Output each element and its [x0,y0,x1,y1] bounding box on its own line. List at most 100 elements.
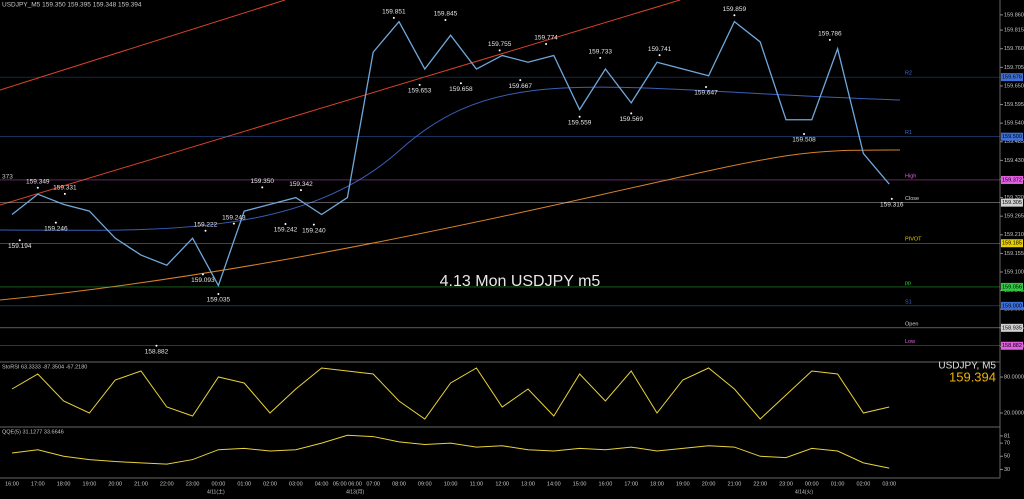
x-tick-label: 02:00 [857,481,871,487]
price-annotation: 159.243 [222,214,246,221]
y-tick-label: 80.0000 [1004,374,1024,380]
x-tick-label: 03:00 [882,481,896,487]
y-tick-label: 159.760 [1004,46,1024,52]
level-box [1001,175,1023,184]
extreme-point [418,83,421,86]
level-name: High [905,173,916,179]
x-tick-label: 19:00 [83,481,97,487]
extreme-point [201,273,204,276]
x-tick-label: 23:00 [779,481,793,487]
x-tick-label: 15:00 [573,481,587,487]
price-annotation: 159.851 [382,9,406,16]
extreme-point [299,189,302,192]
x-tick-label: 01:00 [831,481,845,487]
x-tick-label: 18:00 [650,481,664,487]
level-value: 159.000 [1002,303,1022,309]
price-annotation: 159.508 [792,137,816,144]
extreme-point [733,14,736,17]
price-annotation: 159.658 [449,86,473,93]
level-name: pp [905,280,911,286]
level-box [1001,198,1023,207]
window-title: USDJPY_M5 159.350 159.395 159.348 159.39… [2,2,142,9]
y-tick-label: 159.430 [1004,158,1024,164]
x-tick-label: 11:00 [470,481,483,487]
extreme-point [392,16,395,19]
indicator-title: QQE(5) 31.1277 33.6646 [2,429,64,435]
date-label: 4/11(土) [207,488,225,495]
extreme-point [658,54,661,57]
extreme-point [459,82,462,85]
x-tick-label: 14:00 [547,481,561,487]
x-tick-label: 04:00 [315,481,329,487]
price-annotation: 159.194 [8,243,32,250]
indicator-title: StoRSI 63.3333 -87.3504 -67.2180 [2,364,87,370]
price-annotation: 159.733 [588,49,612,56]
level-value: 159.305 [1002,200,1022,206]
x-tick-label: 16:00 [5,481,19,487]
y-tick-label: 159.595 [1004,102,1024,108]
y-tick-label: 159.540 [1004,121,1024,127]
price-annotation: 159.859 [723,6,747,13]
x-tick-label: 03:00 [289,481,303,487]
x-tick-label: 08:00 [392,481,406,487]
level-value: 158.882 [1002,343,1022,349]
x-tick-label: 12:00 [495,481,509,487]
level-box [1001,132,1023,141]
level-box [1001,341,1023,350]
price-annotation: 159.240 [302,227,326,234]
price-annotation: 159.349 [26,178,50,185]
symbol: USDJPY, M5 [938,361,996,372]
y-tick-label: 159.100 [1004,269,1024,275]
x-tick-label: 07:00 [366,481,380,487]
level-box [1001,73,1023,82]
y-tick-label: 50 [1004,454,1010,460]
price-annotation: 159.559 [568,119,592,126]
x-tick-label: 18:00 [57,481,71,487]
extreme-point [803,132,806,135]
extreme-point [232,222,235,225]
date-label: 4/13(月) [346,489,364,495]
y-tick-label: 159.210 [1004,232,1024,238]
level-box [1001,282,1023,291]
price-annotation: 159.755 [488,41,512,48]
price-annotation: 158.882 [145,348,169,355]
price-annotation: 159.316 [880,202,904,209]
x-tick-label: 20:00 [108,481,122,487]
extreme-point [828,38,831,41]
date-label: 4/14(火) [795,489,813,495]
x-tick-label: 16:00 [599,481,613,487]
y-tick-label: 70 [1004,441,1010,447]
price-annotation: 159.845 [434,11,458,18]
x-tick-label: 02:00 [263,481,277,487]
price-annotation: 159.786 [818,31,842,38]
extreme-point [578,115,581,118]
extreme-point [36,186,39,189]
price-line [11,434,890,469]
x-tick-label: 09:00 [418,481,432,487]
y-tick-label: 81 [1004,433,1010,439]
trend-line [0,0,286,91]
level-name: S1 [905,299,912,305]
price-annotation: 159.647 [694,90,718,97]
extreme-point [284,222,287,225]
extreme-point [705,85,708,88]
level-box [1001,323,1023,332]
moving-average [0,149,901,301]
y-tick-label: 159.485 [1004,139,1024,145]
trend-line [0,0,681,206]
extreme-point [890,197,893,200]
level-value: 159.185 [1002,241,1022,247]
extreme-point [54,221,57,224]
price-annotation: 159.331 [53,185,77,192]
y-tick-label: 159.705 [1004,65,1024,71]
price-annotation: 159.342 [289,181,313,188]
price-annotation: 159.653 [408,88,432,95]
moving-average [0,86,901,231]
x-tick-label: 21:00 [134,481,148,487]
x-tick-label: 17:00 [624,481,638,487]
price-annotation: 159.246 [44,225,68,232]
level-name: Close [905,196,919,202]
x-tick-label: 17:00 [31,481,45,487]
